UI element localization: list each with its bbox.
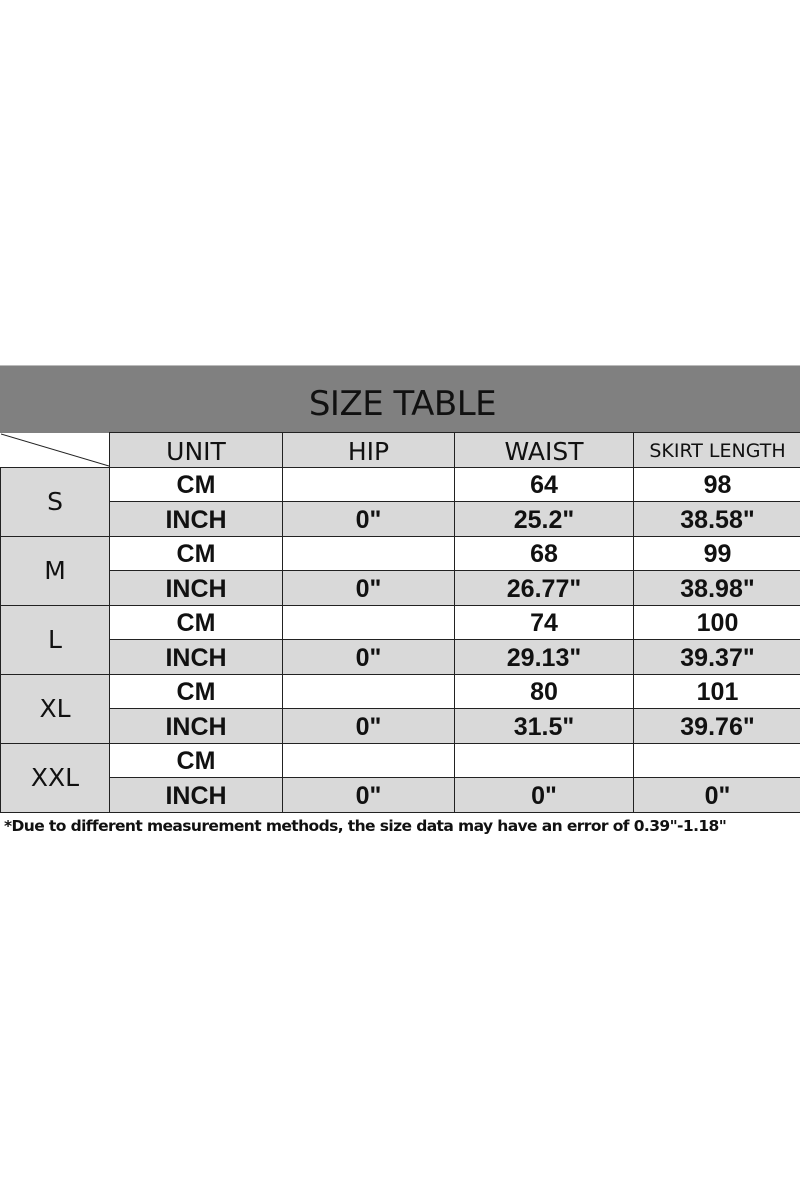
table-row-inch: INCH 0" 29.13" 39.37" — [1, 639, 800, 675]
size-label: XL — [0, 673, 110, 744]
cm-hip-cell — [282, 673, 455, 709]
cm-skirt-length-cell: 101 — [633, 673, 800, 709]
cm-hip-cell — [282, 535, 455, 571]
cm-waist-cell: 74 — [454, 604, 634, 640]
inch-unit-cell: INCH — [109, 708, 283, 744]
inch-unit-cell: INCH — [109, 570, 283, 606]
inch-hip-cell: 0" — [282, 501, 455, 537]
size-label: S — [0, 466, 110, 537]
table-row-cm: M CM 68 99 — [0, 535, 800, 606]
cm-waist-cell: 80 — [454, 673, 634, 709]
inch-waist-cell: 25.2" — [454, 501, 634, 537]
cm-skirt-length-cell: 99 — [633, 535, 800, 571]
inch-skirt-length-cell: 39.37" — [633, 639, 800, 675]
size-label: XXL — [0, 742, 110, 813]
inch-skirt-length-cell: 38.58" — [633, 501, 800, 537]
size-table: UNIT HIP WAIST SKIRT LENGTH S CM 64 98 INCH 0… — [0, 432, 800, 813]
cm-waist-cell: 68 — [454, 535, 634, 571]
cm-waist-cell — [454, 742, 634, 778]
header-waist: WAIST — [454, 432, 634, 468]
cm-unit-cell: CM — [109, 742, 283, 778]
inch-skirt-length-cell: 38.98" — [633, 570, 800, 606]
cm-skirt-length-cell — [633, 742, 800, 778]
cm-unit-cell: CM — [109, 466, 283, 502]
cm-unit-cell: CM — [109, 673, 283, 709]
cm-hip-cell — [282, 742, 455, 778]
inch-skirt-length-cell: 0" — [633, 777, 800, 813]
inch-unit-cell: INCH — [109, 501, 283, 537]
inch-waist-cell: 29.13" — [454, 639, 634, 675]
table-row-cm: L CM 74 100 — [0, 604, 800, 675]
table-row-inch: INCH 0" 25.2" 38.58" — [1, 501, 800, 537]
table-row-cm: XXL CM — [0, 742, 800, 813]
cm-waist-cell: 64 — [454, 466, 634, 502]
table-row-cm: XL CM 80 101 — [0, 673, 800, 744]
cm-skirt-length-cell: 98 — [633, 466, 800, 502]
inch-hip-cell: 0" — [282, 708, 455, 744]
inch-hip-cell: 0" — [282, 570, 455, 606]
diagonal-line — [0, 433, 109, 466]
cm-hip-cell — [282, 604, 455, 640]
inch-skirt-length-cell: 39.76" — [633, 708, 800, 744]
header-skirt-length: SKIRT LENGTH — [633, 432, 800, 468]
cm-unit-cell: CM — [109, 535, 283, 571]
table-row-inch: INCH 0" 31.5" 39.76" — [1, 708, 800, 744]
size-label: M — [0, 535, 110, 606]
inch-waist-cell: 26.77" — [454, 570, 634, 606]
size-label: L — [0, 604, 110, 675]
cm-skirt-length-cell: 100 — [633, 604, 800, 640]
cm-hip-cell — [282, 466, 455, 502]
inch-hip-cell: 0" — [282, 639, 455, 675]
title-band — [0, 365, 800, 433]
header-row: UNIT HIP WAIST SKIRT LENGTH — [0, 432, 800, 468]
inch-unit-cell: INCH — [109, 777, 283, 813]
table-row-cm: S CM 64 98 — [0, 466, 800, 537]
inch-hip-cell: 0" — [282, 777, 455, 813]
table-row-inch: INCH 0" 26.77" 38.98" — [1, 570, 800, 606]
table-row-inch: INCH 0" 0" 0" — [1, 777, 800, 813]
footnote: *Due to different measurement methods, t… — [4, 817, 727, 835]
inch-unit-cell: INCH — [109, 639, 283, 675]
header-unit: UNIT — [109, 432, 283, 468]
inch-waist-cell: 31.5" — [454, 708, 634, 744]
cm-unit-cell: CM — [109, 604, 283, 640]
inch-waist-cell: 0" — [454, 777, 634, 813]
corner-cell — [0, 432, 110, 468]
table-title: SIZE TABLE — [308, 384, 497, 424]
header-hip: HIP — [282, 432, 455, 468]
